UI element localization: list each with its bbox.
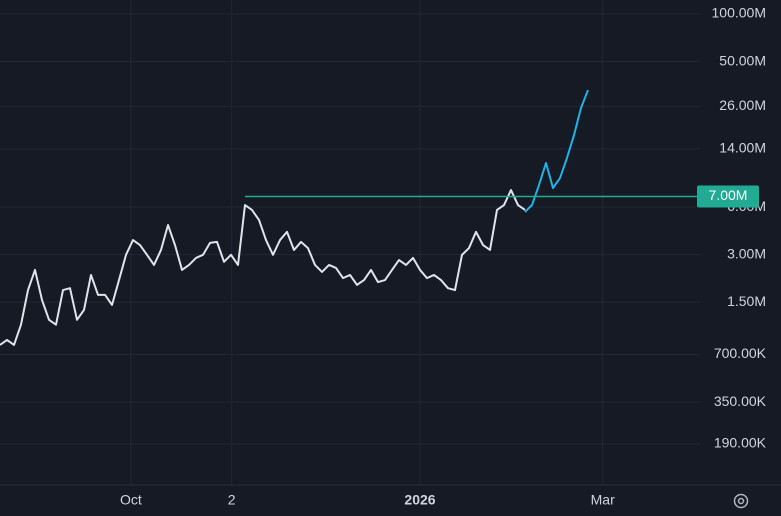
y-tick-label: 1.50M xyxy=(727,293,766,309)
x-tick-label: Mar xyxy=(591,492,615,508)
y-tick-label: 100.00M xyxy=(712,5,766,21)
x-tick-label: 2026 xyxy=(404,492,435,508)
settings-gear-center[interactable] xyxy=(737,497,745,505)
y-tick-label: 26.00M xyxy=(719,97,766,113)
y-tick-label: 190.00K xyxy=(714,435,767,451)
x-tick-label: Oct xyxy=(120,492,142,508)
y-tick-label: 14.00M xyxy=(719,140,766,156)
y-tick-label: 700.00K xyxy=(714,345,767,361)
series-line xyxy=(524,89,589,213)
level-label: 7.00M xyxy=(709,187,748,203)
level-label-box xyxy=(697,185,759,208)
series-line xyxy=(0,189,526,346)
x-tick-label: 2 xyxy=(228,492,236,508)
y-tick-label: 3.00M xyxy=(727,245,766,261)
y-tick-label: 50.00M xyxy=(719,52,766,68)
settings-gear[interactable] xyxy=(733,493,749,509)
y-tick-label: 350.00K xyxy=(714,393,767,409)
settings-button[interactable] xyxy=(733,493,749,509)
